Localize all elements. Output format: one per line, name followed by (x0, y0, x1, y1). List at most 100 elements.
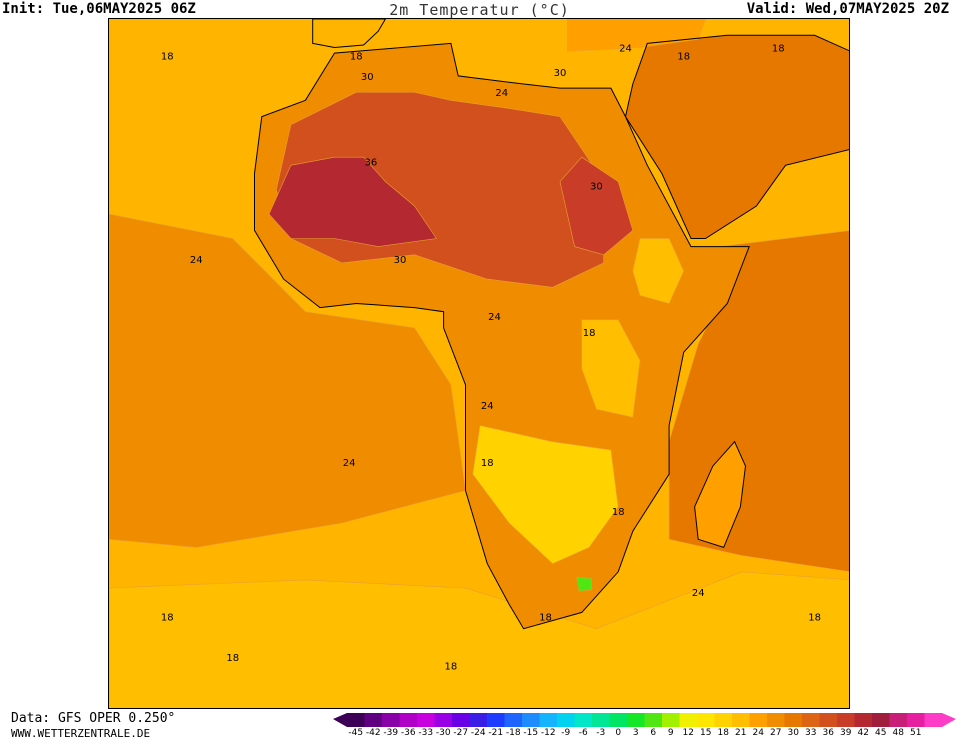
colorbar-swatch (924, 713, 943, 727)
colorbar-swatch (364, 713, 383, 727)
colorbar-tick-label: 9 (667, 728, 674, 738)
colorbar-swatch (452, 713, 470, 727)
contour-label: 30 (361, 72, 374, 83)
contour-label: 24 (488, 312, 501, 323)
colorbar (333, 713, 956, 727)
colorbar-swatch (574, 713, 593, 727)
colorbar-swatch (347, 713, 365, 727)
contour-label: 18 (772, 44, 785, 55)
map-canvas: 18 18 30 24 30 36 30 24 30 24 18 24 24 18 18 24 18 18 18 18… (109, 19, 849, 708)
temperature-map: 18 18 30 24 30 36 30 24 30 24 18 24 24 18 18 24 18 18 18 18… (108, 18, 850, 709)
colorbar-swatch (872, 713, 890, 727)
colorbar-tick-label: 39 (840, 728, 852, 738)
colorbar-tick-label: -9 (561, 728, 571, 738)
colorbar-tick-label: 45 (875, 728, 887, 738)
colorbar-swatch (732, 713, 750, 727)
colorbar-tick-label: 30 (787, 728, 799, 738)
africa-coastline (254, 42, 750, 630)
colorbar-swatch (504, 713, 523, 727)
colorbar-tick-label: -27 (453, 728, 469, 738)
colorbar-tick-label: 42 (857, 728, 869, 738)
contour-label: 24 (190, 255, 203, 266)
colorbar-swatch (399, 713, 418, 727)
warm-ocean-band (109, 213, 466, 548)
colorbar-labels: -45 -42 -39 -36 -33 -30 -27 -24 -21 -18 -15 -12 -9 -6… (335, 728, 955, 740)
data-source-label: Data: GFS OPER 0.250° (11, 711, 176, 726)
colorbar-swatch (592, 713, 610, 727)
east-africa-highland (581, 319, 641, 418)
iberia-coastline (312, 19, 386, 49)
contour-label: 24 (692, 588, 705, 599)
contour-label: 30 (394, 255, 407, 266)
colorbar-swatch (627, 713, 645, 727)
colorbar-swatch (837, 713, 855, 727)
arabia-coastline (624, 34, 849, 239)
colorbar-tick-label: 6 (650, 728, 657, 738)
contour-label: 18 (226, 653, 239, 664)
madagascar-coastline (694, 440, 747, 549)
colorbar-swatch (487, 713, 505, 727)
contour-label: 18 (161, 52, 174, 63)
colorbar-tick-label: 33 (805, 728, 817, 738)
colorbar-tick-label: -6 (578, 728, 588, 738)
turkey-cool (567, 19, 706, 52)
colorbar-tick-label: -45 (348, 728, 364, 738)
southern-africa-cool (472, 425, 619, 565)
colorbar-swatch (854, 713, 873, 727)
website-label: WWW.WETTERZENTRALE.DE (11, 727, 151, 740)
contour-label: 18 (808, 613, 821, 624)
colorbar-tick-label: -39 (383, 728, 399, 738)
colorbar-tick-label: -24 (470, 728, 486, 738)
colorbar-swatch (714, 713, 733, 727)
colorbar-tick-label: -33 (418, 728, 434, 738)
contour-label: 24 (495, 88, 508, 99)
colorbar-swatch (609, 713, 628, 727)
lesotho-cold (576, 577, 593, 592)
contour-label: 18 (583, 328, 596, 339)
colorbar-tick-label: -15 (523, 728, 539, 738)
map-title: 2m Temperatur (°C) (389, 1, 570, 19)
contour-label: 18 (677, 52, 690, 63)
colorbar-tick-label: -30 (435, 728, 451, 738)
colorbar-swatch (784, 713, 803, 727)
colorbar-swatch (557, 713, 575, 727)
colorbar-over-arrow (942, 713, 956, 727)
temperature-zones (109, 19, 849, 708)
colorbar-swatch (662, 713, 680, 727)
colorbar-tick-label: 12 (682, 728, 694, 738)
contour-label: 30 (590, 182, 603, 193)
colorbar-tick-label: 36 (822, 728, 834, 738)
colorbar-swatch (417, 713, 435, 727)
colorbar-tick-label: 21 (735, 728, 747, 738)
colorbar-tick-label: 3 (632, 728, 639, 738)
contour-label: 18 (612, 507, 625, 518)
colorbar-tick-label: -3 (596, 728, 606, 738)
contour-label: 18 (481, 458, 494, 469)
colorbar-under-arrow (333, 713, 347, 727)
colorbar-tick-label: 51 (910, 728, 922, 738)
colorbar-swatch (644, 713, 663, 727)
colorbar-swatch (469, 713, 488, 727)
colorbar-tick-label: 48 (892, 728, 904, 738)
colorbar-swatch (382, 713, 400, 727)
contour-label: 24 (619, 44, 632, 55)
contour-label: 18 (161, 613, 174, 624)
colorbar-swatch (907, 713, 925, 727)
colorbar-tick-label: -12 (540, 728, 556, 738)
colorbar-tick-label: -18 (505, 728, 521, 738)
colorbar-swatch (697, 713, 715, 727)
sudan-hot-zone (559, 156, 634, 256)
colorbar-tick-label: -36 (400, 728, 416, 738)
contour-labels: 18 18 30 24 30 36 30 24 30 24 18 24 24 18 18 24 18 18 18 18… (161, 44, 821, 673)
colorbar-tick-label: 24 (752, 728, 764, 738)
colorbar-swatch (767, 713, 785, 727)
contour-label: 18 (445, 661, 458, 672)
colorbar-swatch (434, 713, 453, 727)
contour-label: 36 (365, 157, 378, 168)
colorbar-swatch (539, 713, 558, 727)
ethiopia-cool (632, 238, 685, 304)
contour-label: 18 (539, 613, 552, 624)
colorbar-swatch (679, 713, 698, 727)
colorbar-tick-label: 15 (700, 728, 712, 738)
coastlines (254, 19, 849, 630)
